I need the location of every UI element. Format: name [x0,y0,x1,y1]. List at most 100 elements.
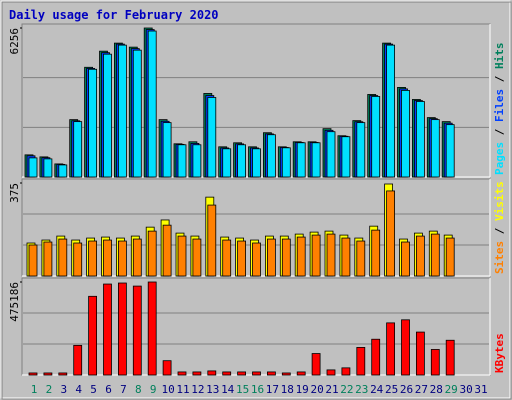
bar [28,244,38,277]
bar [281,238,291,277]
y-tick-label: 475186 [8,282,21,322]
bar [445,339,455,376]
bar [207,370,217,376]
bar [266,371,276,376]
bar [296,371,306,376]
bar [430,349,440,376]
bar [103,239,112,277]
x-tick-label: 23 [355,383,368,396]
bar [326,131,336,178]
bar [311,353,321,376]
bar [341,367,351,376]
bar [88,240,97,277]
x-tick-label: 7 [120,383,127,396]
bar [58,372,68,376]
x-tick-label: 10 [161,383,174,396]
x-tick-label: 22 [340,383,353,396]
bar [386,44,396,178]
legend-separator [493,221,506,228]
bar [192,144,202,178]
bar [266,238,276,277]
bar [28,372,38,376]
x-tick-label: 26 [400,383,413,396]
legend-separator [493,69,506,76]
bar [28,157,38,178]
legend-separator: / [493,128,506,135]
bar [311,142,321,178]
bar [341,136,351,178]
bar [356,122,366,178]
bar [118,282,127,376]
bar [132,49,142,178]
bar [58,238,68,277]
bar [401,319,410,376]
x-tick-label: 1 [31,383,38,396]
bar [252,371,261,376]
bar [296,236,306,277]
legend-entry: KBytes [493,333,506,373]
x-tick-label: 3 [60,383,67,396]
bar [430,233,440,277]
bar [445,124,455,178]
x-tick-label: 29 [445,383,458,396]
chart-title: Daily usage for February 2020 [9,8,219,22]
x-tick-label: 14 [221,383,235,396]
bar [43,158,53,178]
bar [132,238,142,277]
bar [326,369,336,376]
bar [445,237,455,277]
legend-entry: Visits [493,181,506,221]
bar [371,96,381,178]
legend-separator [493,82,506,89]
legend-separator [493,234,506,241]
bar [281,372,291,376]
x-tick-label: 28 [430,383,443,396]
x-tick-label: 9 [150,383,157,396]
bar [207,204,217,277]
bar [252,148,261,178]
legend-entry: Sites [493,241,506,274]
x-tick-label: 16 [251,383,264,396]
bar [162,122,172,178]
bar [162,360,172,376]
x-tick-label: 12 [191,383,204,396]
x-tick-label: 11 [176,383,189,396]
bar [430,119,440,178]
x-tick-label: 24 [370,383,384,396]
y-tick-label: 375 [8,183,21,203]
bar [222,371,232,376]
bar [147,30,157,178]
legend-separator: / [493,75,506,82]
bar [147,230,157,277]
bar [222,239,232,277]
bar [415,235,425,277]
bar [326,233,336,277]
legend-entry: Hits [493,43,506,70]
bar [147,281,157,376]
bar [401,241,410,277]
bar [118,240,127,277]
bar [237,240,247,277]
bar [237,144,247,178]
bar [192,238,202,277]
bar [281,147,291,178]
x-tick-label: 5 [90,383,97,396]
bar [43,372,53,376]
bar [73,344,83,376]
bar [43,241,53,277]
bar [356,347,366,376]
bar [296,142,306,178]
bar [371,338,381,376]
legend-entry: Files [493,89,506,122]
bar [207,97,217,178]
x-tick-label: 4 [75,383,82,396]
x-tick-label: 17 [266,383,279,396]
x-tick-label: 15 [236,383,249,396]
x-tick-label: 30 [459,383,472,396]
bar [192,371,202,376]
bar [103,53,112,178]
x-tick-label: 6 [105,383,112,396]
bar [386,322,396,376]
x-tick-label: 13 [206,383,219,396]
